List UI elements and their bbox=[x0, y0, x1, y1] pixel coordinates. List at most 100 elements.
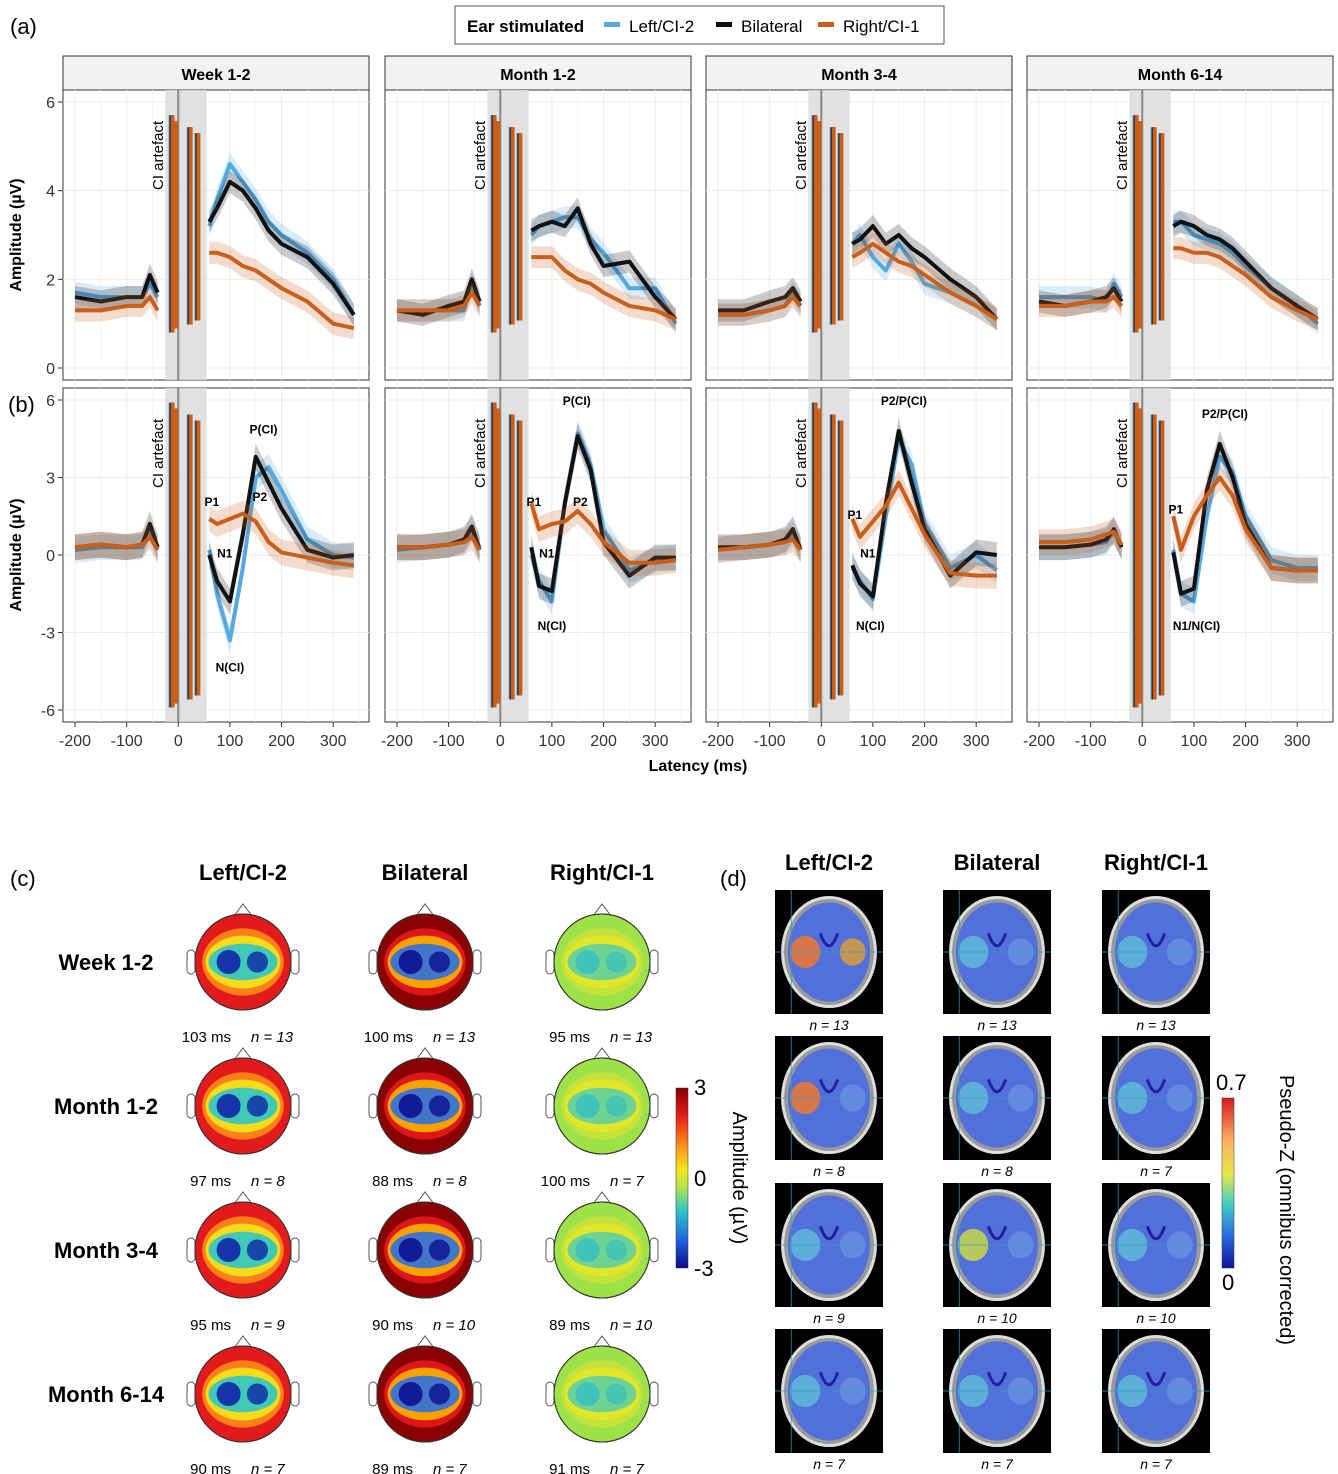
colorbar-tick-c: 3 bbox=[694, 1075, 706, 1100]
contour-peak bbox=[216, 1238, 241, 1262]
series-line-1 bbox=[1172, 219, 1319, 321]
latency-caption: 89 ms bbox=[372, 1461, 413, 1474]
topomap: 90 ms n = 10 bbox=[368, 1191, 482, 1334]
topomap-grid: Left/CI-2 Bilateral Right/CI-1 Week 1-2 103 … bbox=[48, 860, 750, 1474]
ventricle-shape bbox=[1145, 1225, 1167, 1241]
facet-title: Week 1-2 bbox=[181, 67, 250, 84]
facet-1-0: CI artefact P(CI) P1 P2 N1 N(CI) -200 -100 0 100 2… bbox=[8, 387, 370, 750]
latency-caption: 90 ms bbox=[372, 1317, 413, 1334]
series-line-2 bbox=[718, 295, 803, 317]
ci-band-0 bbox=[531, 206, 676, 335]
x-tick-label: -200 bbox=[1023, 733, 1055, 750]
ventricle-shape bbox=[818, 932, 840, 948]
peak-label: N(CI) bbox=[538, 619, 567, 633]
contour-peak bbox=[605, 951, 627, 973]
pseudo-z-colorbar bbox=[1221, 1097, 1235, 1269]
series-line-1 bbox=[851, 224, 999, 321]
column-header-d: Right/CI-1 bbox=[1104, 850, 1208, 875]
n-caption: n = 10 bbox=[433, 1317, 476, 1334]
x-tick-label: 100 bbox=[1181, 733, 1208, 750]
panel-label-c: (c) bbox=[10, 866, 36, 891]
facet-title: Month 1-2 bbox=[500, 67, 576, 84]
ventricle-shape bbox=[818, 1078, 840, 1094]
peak-label: P1 bbox=[1168, 503, 1183, 517]
legend-key-right bbox=[818, 22, 834, 27]
ci-band-2 bbox=[397, 524, 480, 563]
x-tick-label: -200 bbox=[702, 733, 734, 750]
legend: Ear stimulated Left/CI-2 Bilateral Right… bbox=[454, 5, 945, 45]
facet-strip bbox=[1026, 55, 1334, 91]
x-tick-label: -100 bbox=[1075, 733, 1107, 750]
x-tick-label: 300 bbox=[320, 733, 347, 750]
scalp-border bbox=[376, 913, 474, 1011]
series-line-2 bbox=[850, 480, 997, 578]
topomap: 100 ms n = 7 bbox=[541, 1047, 659, 1190]
ventricle-shape bbox=[1145, 1371, 1167, 1387]
scalp-border bbox=[194, 1057, 292, 1155]
scalp-border bbox=[376, 1057, 474, 1155]
ear-icon bbox=[368, 1381, 378, 1407]
facet-0-3: Month 6-14 CI artefact bbox=[1026, 55, 1334, 381]
scalp-border bbox=[553, 1057, 651, 1155]
series-line-2 bbox=[529, 502, 677, 565]
colorbar-tick-c: 0 bbox=[694, 1166, 706, 1191]
ear-icon bbox=[472, 949, 482, 975]
source-map: n = 7 bbox=[943, 1329, 1051, 1472]
ci-band-2 bbox=[531, 490, 676, 576]
y-tick-label: -3 bbox=[41, 626, 55, 643]
contour-peak bbox=[216, 1382, 241, 1406]
contour-peak bbox=[428, 951, 450, 973]
series-line-1 bbox=[207, 179, 356, 316]
ventricle-shape bbox=[986, 1371, 1008, 1387]
series-line-1 bbox=[207, 454, 355, 604]
peak-label: P(CI) bbox=[249, 423, 277, 437]
peak-label: P(CI) bbox=[563, 394, 591, 408]
y-tick-label: 3 bbox=[46, 471, 55, 488]
x-tick-label: 300 bbox=[1284, 733, 1311, 750]
ear-icon bbox=[472, 1093, 482, 1119]
x-tick-label: 0 bbox=[817, 733, 826, 750]
legend-title: Ear stimulated bbox=[467, 17, 584, 36]
series-line-2 bbox=[531, 255, 677, 322]
peak-label: N1 bbox=[860, 547, 876, 561]
contour-peak bbox=[246, 1095, 268, 1117]
contour-peak bbox=[216, 1094, 241, 1118]
n-caption: n = 9 bbox=[251, 1317, 285, 1334]
x-tick-label: 100 bbox=[539, 733, 566, 750]
plot-area bbox=[384, 89, 692, 381]
source-map: n = 9 bbox=[775, 1183, 883, 1326]
source-map: n = 8 bbox=[943, 1036, 1051, 1179]
colorbar-tick-d: 0 bbox=[1222, 1270, 1234, 1295]
n-label-d: n = 9 bbox=[813, 1310, 845, 1326]
x-tick-label: 0 bbox=[174, 733, 183, 750]
ci-band-1 bbox=[209, 170, 354, 326]
peak-label: P2 bbox=[253, 490, 268, 504]
plot-area bbox=[1026, 89, 1334, 381]
panel-label-d: (d) bbox=[720, 866, 747, 891]
peak-label: N1 bbox=[217, 547, 233, 561]
series-line-2 bbox=[1039, 295, 1124, 308]
ear-icon bbox=[545, 949, 555, 975]
y-tick-label: 0 bbox=[46, 361, 55, 378]
ear-icon bbox=[186, 1237, 196, 1263]
n-label-d: n = 10 bbox=[977, 1310, 1017, 1326]
source-map: n = 7 bbox=[775, 1329, 883, 1472]
y-axis-label: Amplitude (µV) bbox=[8, 178, 25, 291]
legend-key-left bbox=[604, 22, 620, 27]
ear-icon bbox=[472, 1237, 482, 1263]
x-tick-label: 0 bbox=[1138, 733, 1147, 750]
y-tick-label: 6 bbox=[46, 95, 55, 112]
x-tick-label: 0 bbox=[496, 733, 505, 750]
facet-title: Month 6-14 bbox=[1138, 67, 1223, 84]
latency-caption: 89 ms bbox=[549, 1317, 590, 1334]
ci-band-1 bbox=[852, 418, 997, 610]
series-line-2 bbox=[397, 534, 482, 551]
y-tick-label: -6 bbox=[41, 703, 55, 720]
series-line-1 bbox=[74, 272, 160, 304]
peak-label: N1 bbox=[539, 547, 555, 561]
series-line-2 bbox=[397, 290, 482, 313]
x-tick-label: 200 bbox=[590, 733, 617, 750]
topomap: 95 ms n = 9 bbox=[186, 1191, 300, 1334]
ci-band-2 bbox=[852, 232, 997, 331]
latency-caption: 100 ms bbox=[541, 1173, 590, 1190]
